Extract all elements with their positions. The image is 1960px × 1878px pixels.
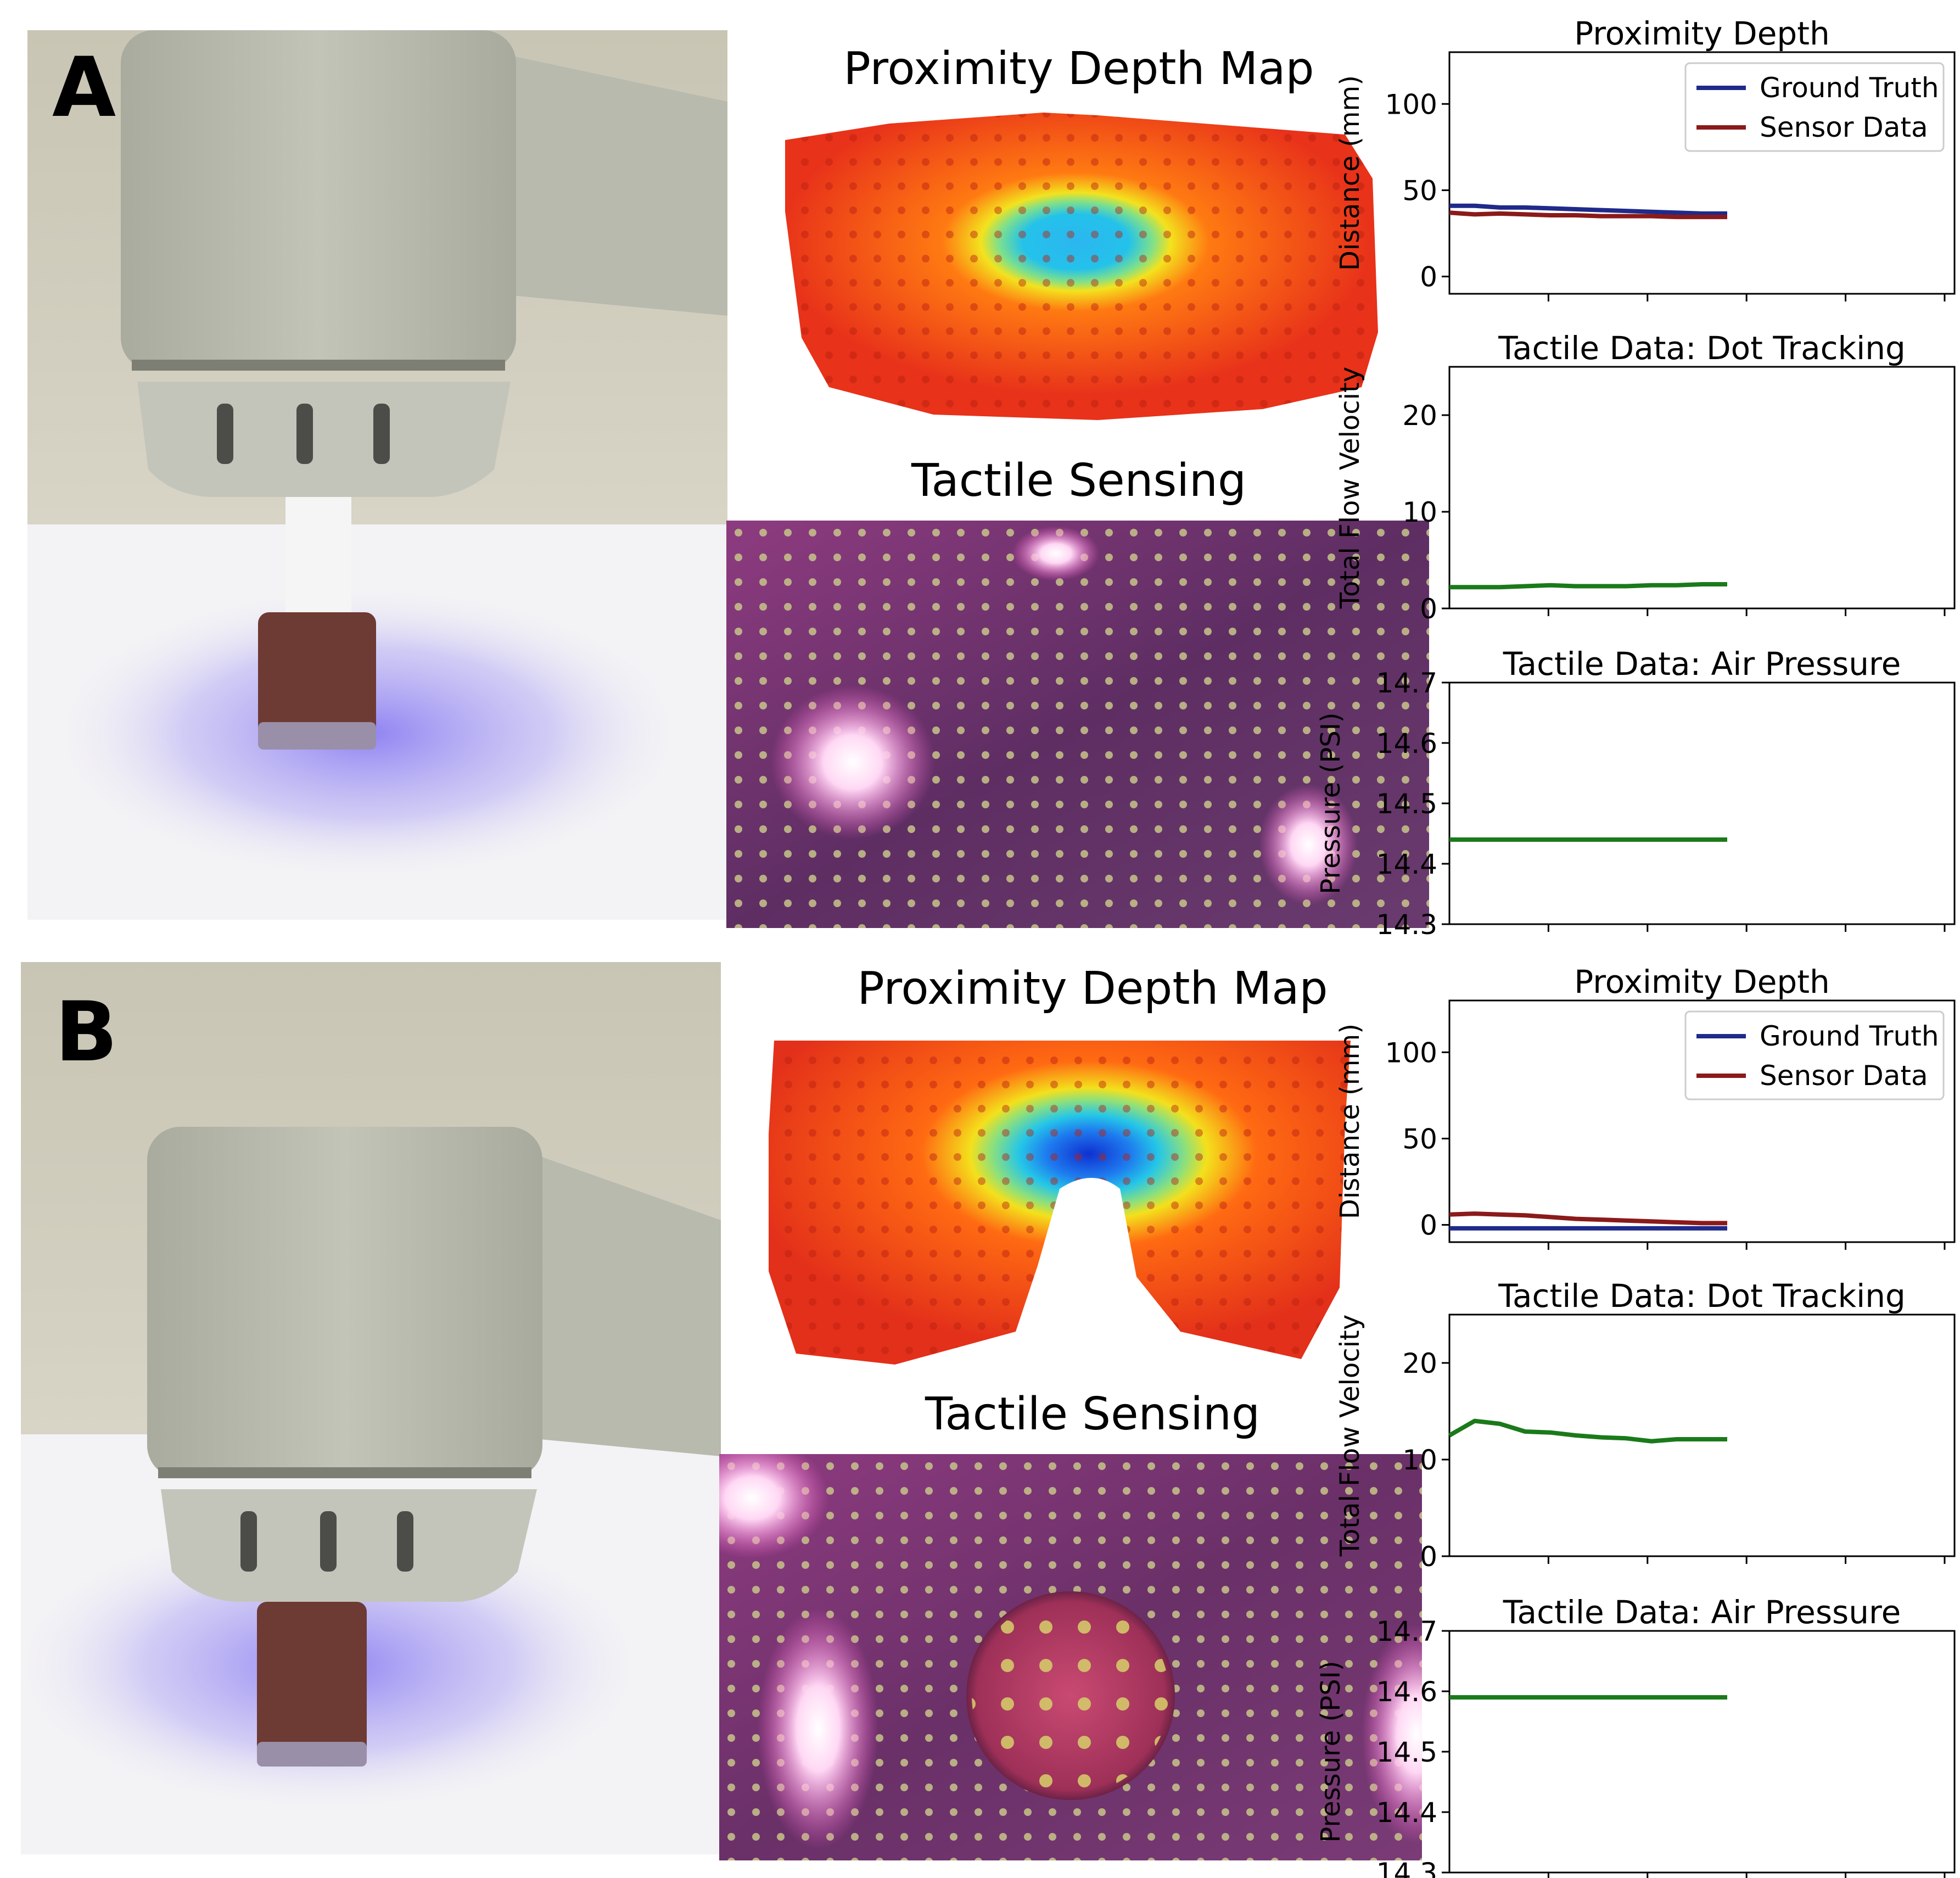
chart-a-2-ylabel: Pressure (PSI)	[1315, 712, 1346, 894]
chart-a-2-frame	[1448, 681, 1956, 925]
chart-b-2-ytick-label: 14.3	[1376, 1857, 1437, 1878]
chart-b-0-legend-label: Sensor Data	[1760, 1060, 1928, 1092]
chart-a-0-ytick-label: 0	[1420, 261, 1437, 293]
chart-b-0-ylabel: Distance (mm)	[1335, 1024, 1365, 1219]
chart-a-2-ytick-label: 14.7	[1376, 667, 1437, 699]
chart-b-2-frame	[1448, 1630, 1956, 1874]
tactile-image-b	[675, 1438, 1471, 1860]
panel-letter-a: A	[52, 40, 116, 136]
chart-a-1-title: Tactile Data: Dot Tracking	[1498, 329, 1906, 367]
chart-a-0-legend	[1684, 62, 1945, 152]
chart-b-2-title: Tactile Data: Air Pressure	[1503, 1594, 1901, 1631]
chart-b-0-ytick-label: 0	[1420, 1210, 1437, 1242]
chart-a-2-ytick-label: 14.3	[1376, 909, 1437, 941]
chart-a-1-series-0	[1449, 582, 1727, 590]
chart-b-2-ytick-label: 14.7	[1376, 1616, 1437, 1647]
gripper-photo-a	[27, 30, 727, 920]
chart-a-0-ylabel: Distance (mm)	[1335, 75, 1365, 271]
chart-a-0-ytick-label: 50	[1402, 175, 1437, 206]
chart-b-2-ytick-label: 14.6	[1376, 1676, 1437, 1708]
chart-b-1-ytick-label: 0	[1420, 1541, 1437, 1573]
chart-a-2-ytick-label: 14.6	[1376, 728, 1437, 759]
tactile-title-a: Tactile Sensing	[911, 455, 1247, 507]
chart-b-1-series-0	[1448, 1418, 1727, 1444]
depth-map-title-a: Proximity Depth Map	[843, 43, 1314, 95]
chart-a-0-legend-label: Ground Truth	[1760, 72, 1939, 104]
tactile-image-a	[726, 521, 1429, 928]
chart-a-2-ytick-label: 14.5	[1376, 788, 1437, 820]
chart-b-2-ylabel: Pressure (PSI)	[1315, 1661, 1346, 1842]
chart-b-1-ytick-label: 10	[1402, 1444, 1437, 1476]
depth-map-title-b: Proximity Depth Map	[857, 963, 1328, 1015]
chart-a-2-title: Tactile Data: Air Pressure	[1503, 645, 1901, 683]
chart-b-0-legend	[1684, 1010, 1945, 1100]
tactile-title-b: Tactile Sensing	[925, 1388, 1261, 1440]
chart-b-0-ytick-label: 50	[1402, 1123, 1437, 1155]
chart-a-1-ytick-label: 0	[1420, 593, 1437, 625]
chart-b-1-ytick-label: 20	[1402, 1348, 1437, 1379]
chart-b-1-ylabel: Total Flow Velocity	[1335, 1315, 1365, 1557]
chart-a-0-series-1	[1449, 210, 1727, 220]
chart-b-0-title: Proximity Depth	[1574, 963, 1829, 1001]
chart-a-0-legend-label: Sensor Data	[1760, 111, 1928, 143]
chart-b-1-title: Tactile Data: Dot Tracking	[1498, 1277, 1906, 1315]
chart-b-0-ytick-label: 100	[1385, 1037, 1437, 1069]
chart-a-1-ylabel: Total Flow Velocity	[1335, 367, 1365, 609]
chart-a-0-series-0	[1449, 203, 1727, 216]
chart-a-0-title: Proximity Depth	[1574, 15, 1829, 52]
chart-b-2-ytick-label: 14.5	[1376, 1736, 1437, 1768]
chart-b-0-legend-label: Ground Truth	[1760, 1020, 1939, 1052]
chart-a-0-frame	[1448, 51, 1956, 295]
depth-map-a	[769, 102, 1384, 431]
chart-b-1-frame	[1448, 1314, 1956, 1557]
chart-a-1-frame	[1448, 366, 1956, 610]
chart-b-2-ytick-label: 14.4	[1376, 1797, 1437, 1829]
chart-a-1-ytick-label: 20	[1402, 400, 1437, 432]
chart-a-0-ytick-label: 100	[1385, 88, 1437, 120]
chart-a-2-ytick-label: 14.4	[1376, 848, 1437, 880]
chart-b-0-frame	[1448, 999, 1956, 1243]
depth-map-b	[752, 1024, 1362, 1376]
gripper-photo-b	[21, 962, 721, 1854]
panel-letter-b: B	[55, 985, 118, 1080]
chart-a-1-ytick-label: 10	[1402, 496, 1437, 528]
chart-b-0-series-1	[1449, 1211, 1727, 1226]
